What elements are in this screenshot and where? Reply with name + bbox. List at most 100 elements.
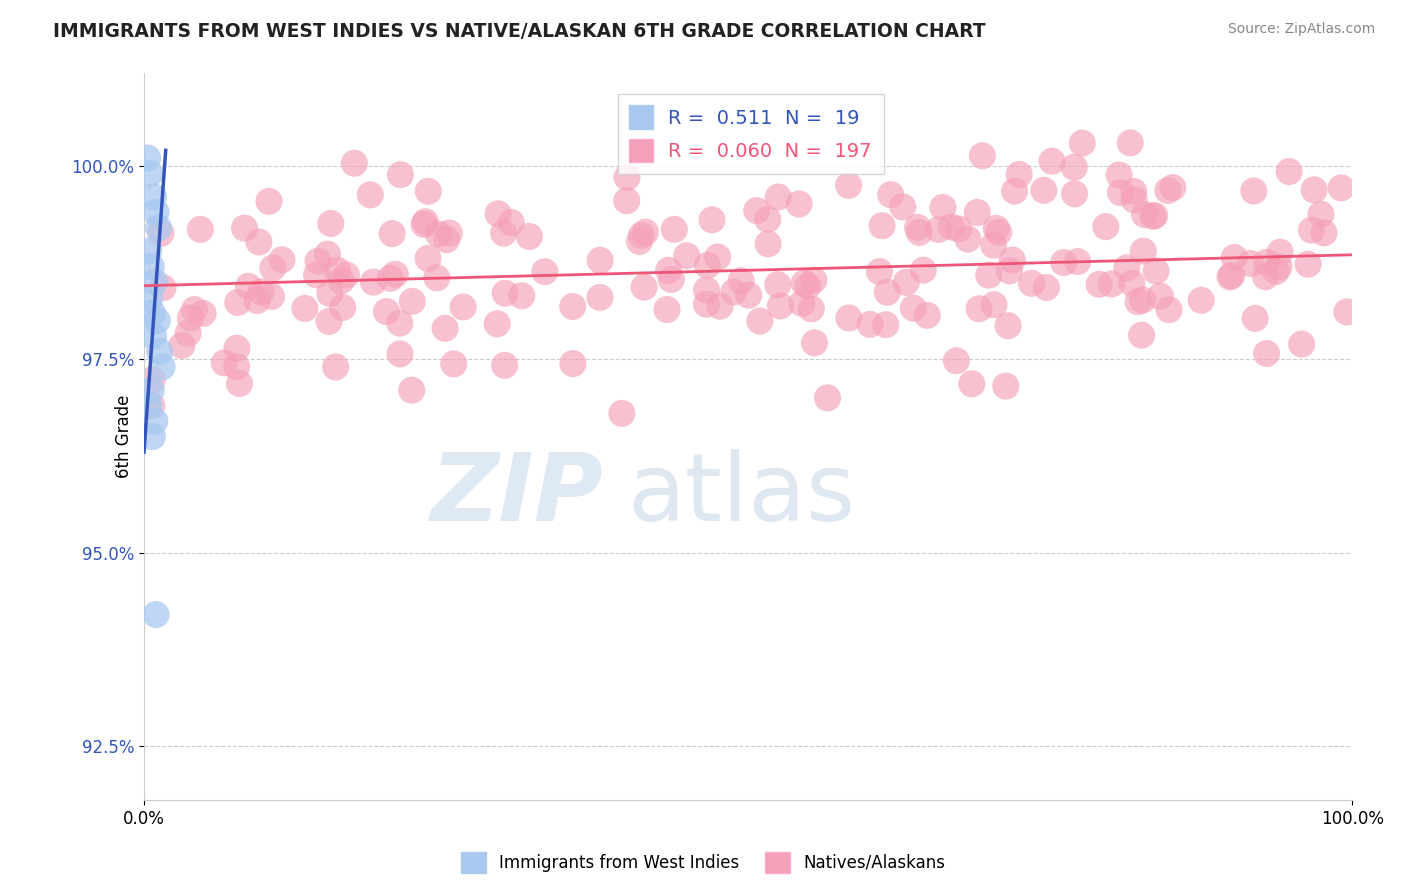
Point (418, 184, 440, 198)
Point (967, 301, 990, 316)
Point (1088, 277, 1111, 292)
Point (262, 260, 284, 275)
Point (928, 222, 950, 236)
Point (891, 200, 914, 214)
Point (426, 270, 449, 285)
Point (330, 274, 353, 288)
Point (183, 302, 205, 317)
Point (797, 279, 820, 293)
Point (696, 259, 718, 273)
Point (876, 285, 898, 300)
Point (664, 222, 686, 236)
Point (233, 221, 256, 235)
Point (628, 235, 651, 249)
Point (1268, 260, 1291, 274)
Text: atlas: atlas (627, 449, 856, 541)
Point (1040, 154, 1063, 169)
Point (257, 194, 280, 209)
Point (769, 299, 792, 313)
Point (838, 310, 860, 325)
Point (388, 347, 411, 361)
Y-axis label: 6th Grade: 6th Grade (115, 395, 132, 478)
Point (1021, 277, 1043, 291)
Point (803, 273, 825, 287)
Point (150, 359, 173, 374)
Point (1063, 186, 1085, 201)
Point (177, 326, 200, 341)
Point (1071, 136, 1094, 150)
Point (658, 263, 681, 277)
Point (142, 190, 165, 204)
Point (875, 318, 897, 332)
Point (436, 233, 458, 247)
Legend: R =  0.511  N =  19, R =  0.060  N =  197: R = 0.511 N = 19, R = 0.060 N = 197 (617, 94, 883, 174)
Point (1243, 184, 1265, 198)
Point (589, 253, 612, 268)
Point (225, 359, 247, 374)
Point (492, 226, 515, 240)
Point (141, 383, 163, 397)
Point (1115, 260, 1137, 275)
Point (1254, 269, 1277, 284)
Point (170, 338, 193, 352)
Point (790, 296, 813, 310)
Point (1149, 289, 1171, 303)
Point (1256, 346, 1278, 360)
Point (766, 277, 789, 292)
Point (659, 272, 682, 286)
Point (1310, 207, 1333, 221)
Point (738, 288, 761, 302)
Point (1239, 256, 1261, 270)
Point (326, 263, 349, 277)
Point (768, 190, 790, 204)
Point (1301, 223, 1323, 237)
Point (517, 229, 540, 244)
Point (359, 187, 381, 202)
Point (486, 317, 509, 331)
Point (748, 314, 770, 328)
Point (1126, 294, 1149, 309)
Point (634, 225, 657, 239)
Point (880, 187, 903, 202)
Point (1268, 245, 1291, 260)
Point (986, 221, 1008, 235)
Point (501, 215, 523, 229)
Point (1119, 136, 1142, 150)
Point (1004, 184, 1026, 198)
Point (388, 316, 411, 330)
Point (226, 295, 249, 310)
Point (1001, 253, 1024, 268)
Point (730, 274, 752, 288)
Point (1008, 167, 1031, 181)
Point (413, 218, 436, 232)
Point (439, 226, 461, 240)
Point (1223, 251, 1246, 265)
Point (1296, 257, 1319, 271)
Point (139, 290, 162, 304)
Point (238, 279, 260, 293)
Point (983, 238, 1005, 252)
Point (896, 276, 918, 290)
Point (917, 309, 939, 323)
Point (318, 314, 340, 328)
Point (1101, 277, 1123, 291)
Point (138, 399, 160, 413)
Point (616, 170, 638, 185)
Point (325, 359, 347, 374)
Point (380, 271, 402, 285)
Point (1303, 183, 1326, 197)
Point (246, 293, 269, 308)
Point (141, 429, 163, 443)
Point (143, 414, 166, 428)
Point (401, 383, 423, 397)
Point (136, 151, 159, 165)
Point (1132, 244, 1154, 259)
Point (945, 353, 967, 368)
Point (1291, 337, 1313, 351)
Point (800, 301, 823, 316)
Point (434, 321, 457, 335)
Point (225, 341, 247, 355)
Point (139, 167, 162, 181)
Point (141, 260, 163, 274)
Point (1143, 209, 1166, 223)
